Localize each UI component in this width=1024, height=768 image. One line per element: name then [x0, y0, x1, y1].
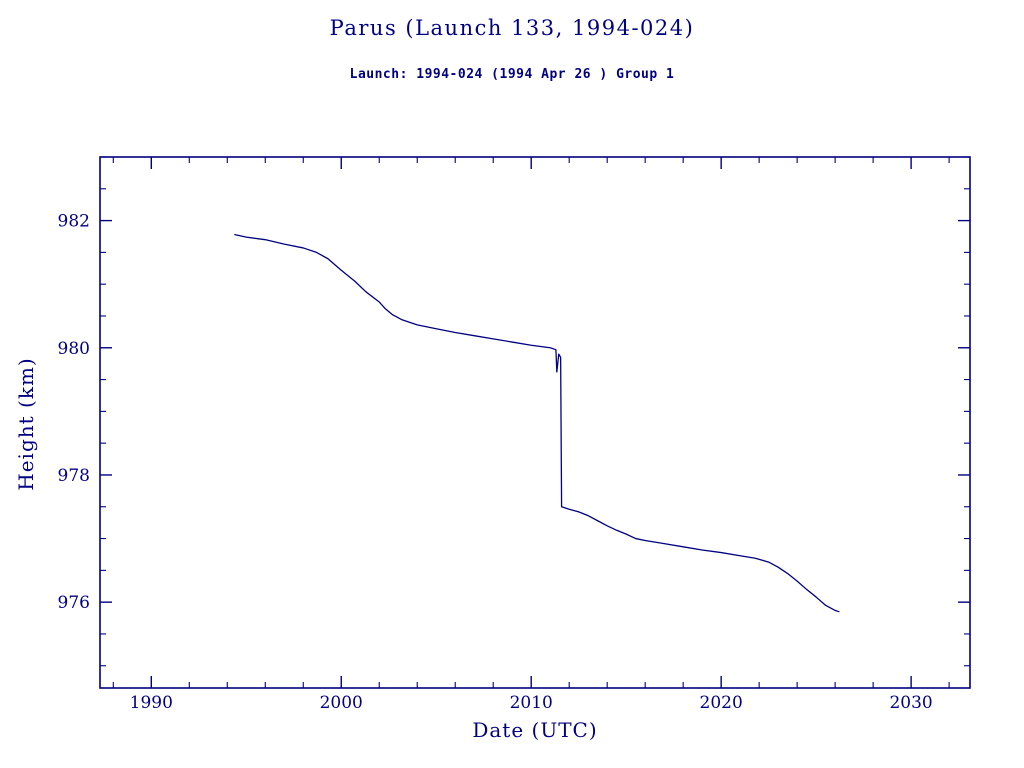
chart-subtitle: Launch: 1994-024 (1994 Apr 26 ) Group 1 [349, 67, 675, 82]
y-tick-label: 976 [58, 593, 90, 613]
x-axis-label: Date (UTC) [472, 718, 598, 742]
y-tick-label: 978 [58, 466, 90, 486]
y-tick-label: 982 [58, 212, 90, 232]
chart-title: Parus (Launch 133, 1994-024) [329, 16, 695, 40]
y-tick-label: 980 [58, 339, 90, 359]
x-tick-label: 2010 [510, 693, 553, 713]
x-tick-label: 2020 [700, 693, 743, 713]
x-tick-label: 2000 [320, 693, 363, 713]
x-tick-label: 2030 [889, 693, 932, 713]
plot-frame [99, 156, 971, 689]
data-line-orbital-height [234, 233, 840, 613]
x-tick-label: 1990 [130, 693, 173, 713]
